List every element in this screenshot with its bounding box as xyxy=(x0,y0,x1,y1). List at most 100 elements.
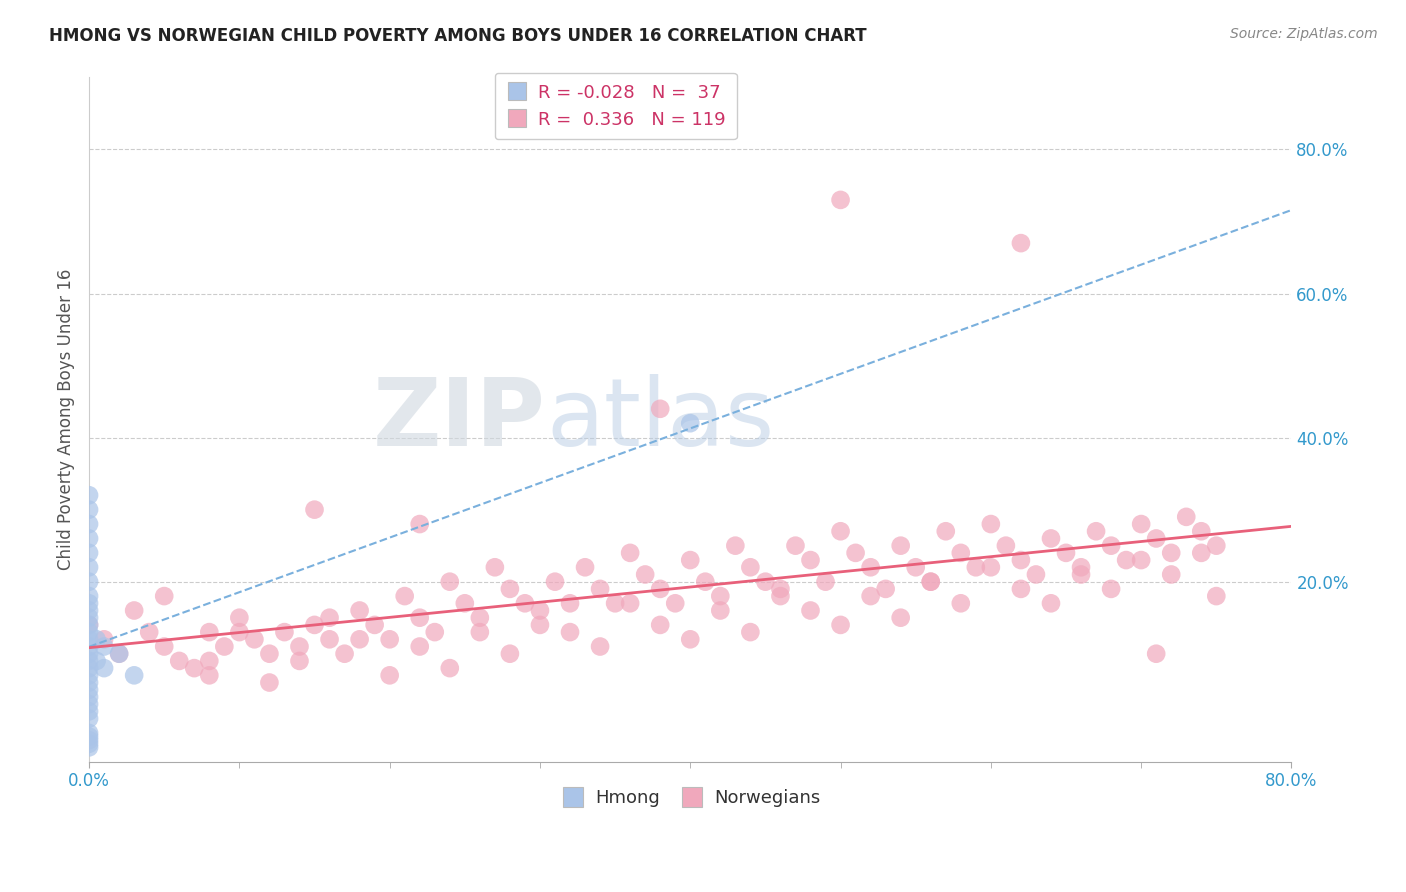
Point xyxy=(77,712,100,726)
Point xyxy=(288,640,311,654)
Point xyxy=(499,582,522,596)
Point xyxy=(349,632,371,647)
Point xyxy=(980,560,1002,574)
Point xyxy=(93,640,115,654)
Point xyxy=(77,502,100,516)
Point xyxy=(935,524,957,539)
Point xyxy=(740,560,762,574)
Point xyxy=(695,574,717,589)
Point xyxy=(965,560,987,574)
Point xyxy=(409,640,432,654)
Point xyxy=(769,582,792,596)
Point xyxy=(785,539,807,553)
Point xyxy=(153,589,176,603)
Point xyxy=(228,625,250,640)
Point xyxy=(859,560,882,574)
Point xyxy=(558,596,581,610)
Point xyxy=(77,517,100,532)
Point xyxy=(77,668,100,682)
Point xyxy=(830,524,852,539)
Point xyxy=(153,640,176,654)
Point xyxy=(77,532,100,546)
Point xyxy=(1144,532,1167,546)
Point xyxy=(1115,553,1137,567)
Point xyxy=(378,632,401,647)
Point xyxy=(77,488,100,502)
Point xyxy=(1144,647,1167,661)
Point xyxy=(77,690,100,704)
Point xyxy=(77,726,100,740)
Point xyxy=(259,675,281,690)
Point xyxy=(77,730,100,744)
Point xyxy=(724,539,747,553)
Point xyxy=(77,632,100,647)
Point xyxy=(1070,567,1092,582)
Y-axis label: Child Poverty Among Boys Under 16: Child Poverty Among Boys Under 16 xyxy=(58,268,75,570)
Point xyxy=(409,610,432,624)
Point xyxy=(394,589,416,603)
Point xyxy=(1039,532,1062,546)
Point xyxy=(513,596,536,610)
Point xyxy=(468,625,491,640)
Point xyxy=(1189,524,1212,539)
Point xyxy=(288,654,311,668)
Point xyxy=(589,582,612,596)
Point xyxy=(799,553,821,567)
Point xyxy=(664,596,686,610)
Point xyxy=(484,560,506,574)
Point xyxy=(980,517,1002,532)
Point xyxy=(1070,560,1092,574)
Point xyxy=(1189,546,1212,560)
Point xyxy=(830,618,852,632)
Point xyxy=(529,618,551,632)
Point xyxy=(740,625,762,640)
Point xyxy=(77,661,100,675)
Point xyxy=(304,502,326,516)
Point xyxy=(77,640,100,654)
Point xyxy=(77,647,100,661)
Point xyxy=(77,675,100,690)
Point xyxy=(1010,553,1032,567)
Point xyxy=(198,654,221,668)
Point xyxy=(77,560,100,574)
Point xyxy=(77,610,100,624)
Point xyxy=(589,640,612,654)
Point xyxy=(183,661,205,675)
Text: atlas: atlas xyxy=(546,374,775,466)
Point xyxy=(619,546,641,560)
Point xyxy=(1039,596,1062,610)
Point xyxy=(890,610,912,624)
Point xyxy=(1025,567,1047,582)
Point xyxy=(318,610,340,624)
Point xyxy=(679,553,702,567)
Point xyxy=(949,546,972,560)
Point xyxy=(228,610,250,624)
Point xyxy=(1010,236,1032,251)
Point xyxy=(77,574,100,589)
Point xyxy=(830,193,852,207)
Point xyxy=(77,740,100,755)
Point xyxy=(318,632,340,647)
Point xyxy=(454,596,477,610)
Text: HMONG VS NORWEGIAN CHILD POVERTY AMONG BOYS UNDER 16 CORRELATION CHART: HMONG VS NORWEGIAN CHILD POVERTY AMONG B… xyxy=(49,27,868,45)
Point xyxy=(574,560,596,574)
Point xyxy=(799,603,821,617)
Point xyxy=(1160,546,1182,560)
Point xyxy=(619,596,641,610)
Point xyxy=(409,517,432,532)
Point xyxy=(198,668,221,682)
Point xyxy=(920,574,942,589)
Point xyxy=(77,733,100,747)
Point xyxy=(93,661,115,675)
Point xyxy=(378,668,401,682)
Point xyxy=(1130,553,1153,567)
Text: Source: ZipAtlas.com: Source: ZipAtlas.com xyxy=(1230,27,1378,41)
Point xyxy=(77,546,100,560)
Point xyxy=(108,647,131,661)
Point xyxy=(1010,582,1032,596)
Point xyxy=(243,632,266,647)
Point xyxy=(122,603,145,617)
Point xyxy=(77,697,100,711)
Legend: Hmong, Norwegians: Hmong, Norwegians xyxy=(553,782,828,814)
Point xyxy=(77,704,100,718)
